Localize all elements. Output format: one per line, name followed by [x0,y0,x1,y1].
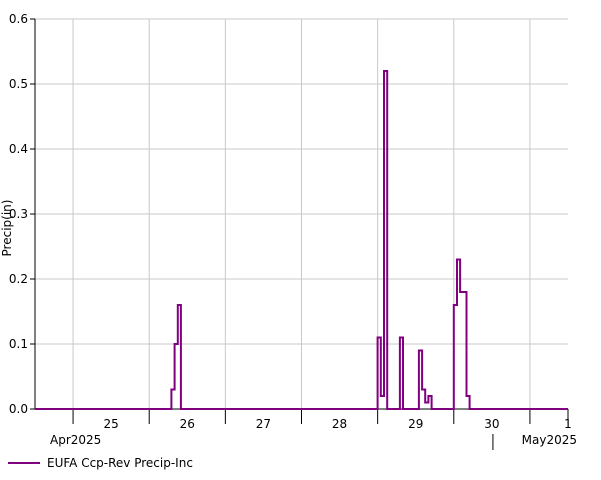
x-tick-label: 28 [332,417,347,431]
legend-swatch [8,462,40,464]
y-tick-label: 0.3 [9,207,28,221]
x-tick-label: 25 [104,417,119,431]
x-tick-label: 29 [408,417,423,431]
month-label: Apr2025 [50,433,101,447]
x-tick-label: 1 [564,417,572,431]
month-label: May2025 [522,433,577,447]
tick-labels: 0.0 0.1 0.2 0.3 0.4 0.5 0.6 25 26 27 28 29 30 1 Apr202… [9,12,577,447]
y-tick-label: 0.0 [9,402,28,416]
legend: EUFA Ccp-Rev Precip-Inc [8,456,193,470]
y-tick-label: 0.1 [9,337,28,351]
legend-label: EUFA Ccp-Rev Precip-Inc [47,456,193,470]
x-tick-label: 30 [484,417,499,431]
precip-chart: 0.0 0.1 0.2 0.3 0.4 0.5 0.6 25 26 27 28 29 30 1 Apr202… [0,12,577,450]
y-axis-label: Precip(in) [0,200,14,257]
series-layer [35,70,568,410]
x-tick-label: 27 [256,417,271,431]
y-tick-label: 0.4 [9,142,28,156]
y-tick-label: 0.2 [9,272,28,286]
y-tick-label: 0.6 [9,12,28,26]
y-tick-label: 0.5 [9,77,28,91]
series-line [35,70,568,410]
grid-lines [35,18,568,410]
x-tick-label: 26 [180,417,195,431]
